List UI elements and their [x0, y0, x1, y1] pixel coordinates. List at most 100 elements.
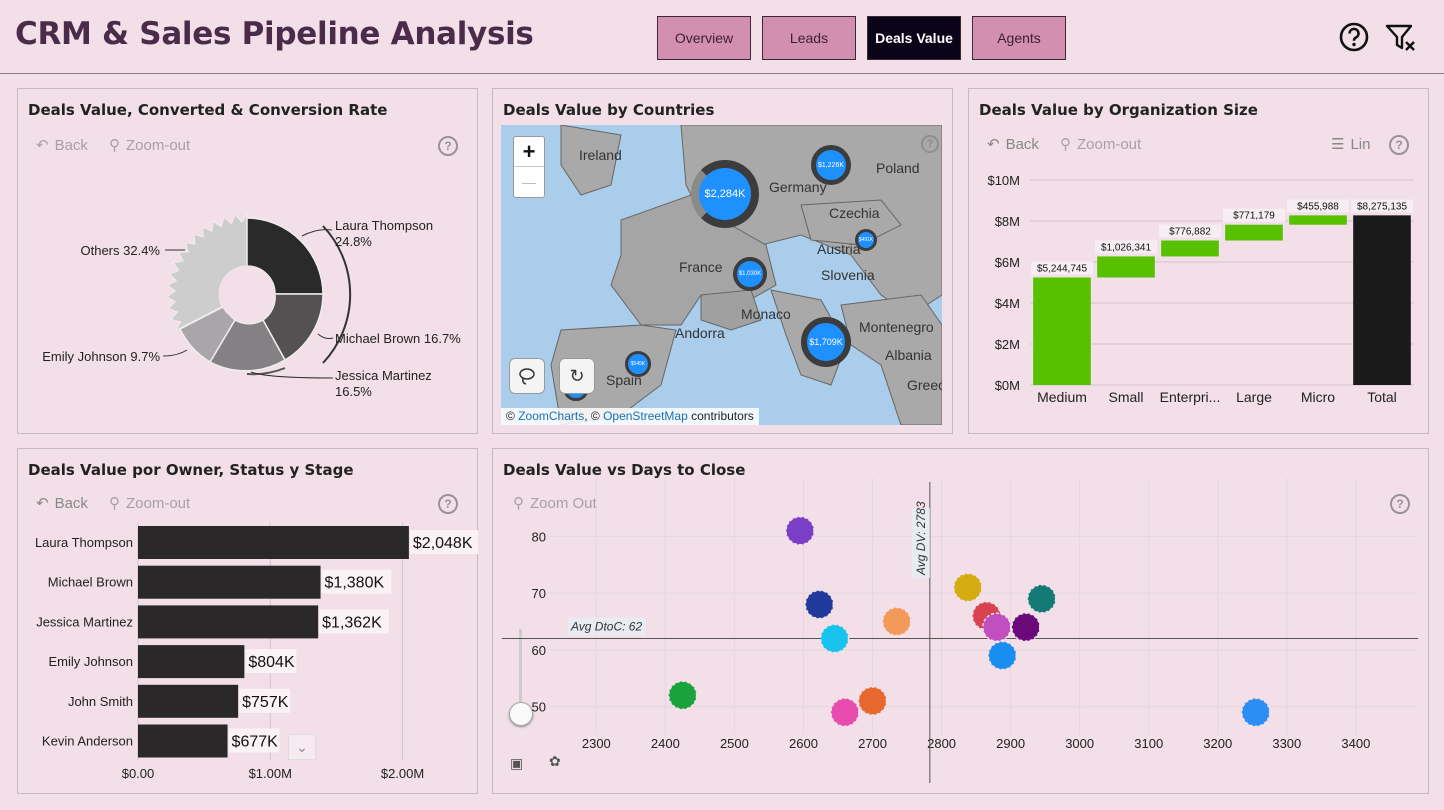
scale-toggle-button[interactable]: ☰ Lin: [1331, 135, 1371, 154]
bar-value-label: $8,275,135: [1357, 201, 1407, 212]
scatter-point[interactable]: [819, 623, 850, 654]
country-label: Monaco: [741, 306, 791, 322]
avg-x-label-group: Avg DV: 2783: [911, 501, 930, 578]
y-tick-label: $6M: [995, 255, 1020, 270]
map-bubble[interactable]: $1,030K: [733, 257, 767, 291]
zoom-out-button[interactable]: ⚲ Zoom-out: [109, 494, 191, 513]
x-tick-label: 2600: [789, 736, 818, 751]
x-tick-label: 3000: [1065, 736, 1094, 751]
bar-value-label: $5,244,745: [1037, 263, 1087, 274]
scatter-point[interactable]: [881, 606, 912, 637]
scatter-point[interactable]: [857, 686, 888, 716]
map-bubble[interactable]: $491K: [855, 229, 877, 251]
lasso-icon[interactable]: ✿: [549, 753, 561, 769]
map-bubble[interactable]: $1,709K: [801, 317, 851, 367]
x-tick-label: Large: [1236, 389, 1272, 405]
waterfall-chart: $0M $2M $4M $6M $8M $10M $5,244,745 Medium $1,02…: [987, 173, 1414, 405]
donut-chart: Laura Thompson 24.8% Michael Brown 16.7%…: [42, 212, 461, 399]
scatter-point[interactable]: [1240, 697, 1271, 728]
scatter-point[interactable]: [1011, 612, 1041, 642]
tab-leads[interactable]: Leads: [762, 16, 856, 60]
scatter-point[interactable]: [987, 640, 1018, 671]
map-canvas[interactable]: Ireland Germany Poland Czechia France Au…: [501, 125, 942, 425]
owner-bar: [138, 724, 228, 758]
map-zoom-out-button[interactable]: —: [522, 174, 536, 190]
x-tick-label: Enterpri...: [1160, 389, 1221, 405]
zoom-out-button[interactable]: ⚲ Zoom Out: [513, 494, 597, 513]
value-label-bg: [1159, 224, 1221, 238]
donut-label-laura-pct: 24.8%: [335, 234, 372, 249]
bar-category-label: Kevin Anderson: [42, 734, 133, 749]
back-button[interactable]: ↶ Back: [36, 136, 88, 155]
x-tick-label: 2400: [651, 736, 680, 751]
deals-value-donut-panel: Deals Value, Converted & Conversion Rate…: [17, 88, 478, 434]
zoom-out-icon: ⚲: [513, 495, 524, 512]
map-attribution: © ZoomCharts, © OpenStreetMap contributo…: [501, 408, 759, 425]
value-label-bg: [319, 609, 389, 634]
zoom-out-button[interactable]: ⚲ Zoom-out: [109, 136, 191, 155]
zoom-out-icon: ⚲: [109, 495, 120, 512]
help-icon[interactable]: ?: [1390, 494, 1410, 514]
avg-x-label-bg: [911, 508, 930, 578]
tab-deals-value[interactable]: Deals Value: [867, 16, 961, 60]
map-bubble[interactable]: $2,284K: [691, 160, 759, 228]
x-tick-label: 3100: [1134, 736, 1163, 751]
owner-bar: [138, 526, 409, 559]
scatter-point[interactable]: [953, 572, 983, 603]
tab-overview[interactable]: Overview: [657, 16, 751, 60]
country-label: Andorra: [675, 325, 725, 341]
help-icon[interactable]: ?: [1389, 135, 1409, 155]
owner-bar: [138, 565, 321, 599]
y-zoom-slider-track[interactable]: [519, 629, 522, 719]
value-label-bg: [239, 688, 291, 713]
lasso-button[interactable]: [509, 358, 545, 394]
y-tick-label: 80: [532, 529, 546, 544]
reset-button[interactable]: ↻: [559, 358, 595, 394]
page-title: CRM & Sales Pipeline Analysis: [15, 16, 534, 52]
x-tick-label: 2500: [720, 736, 749, 751]
gamepad-icon[interactable]: ▣: [510, 755, 524, 771]
map-zoom-in-button[interactable]: +: [514, 137, 544, 167]
help-circle-icon[interactable]: [1337, 20, 1371, 54]
y-tick-label: $4M: [995, 296, 1020, 311]
owner-bar: [138, 645, 245, 679]
owner-bar: [138, 684, 239, 718]
scroll-down-button[interactable]: ⌄: [288, 734, 316, 760]
country-label: France: [679, 259, 723, 275]
y-tick-label: 60: [532, 643, 546, 658]
x-tick-label: $0.00: [122, 766, 155, 781]
chevron-down-icon: ⌄: [296, 738, 308, 755]
scatter-point[interactable]: [982, 612, 1012, 642]
back-arrow-icon: ↶: [987, 136, 1000, 153]
y-zoom-slider-handle[interactable]: [509, 702, 533, 726]
tab-agents[interactable]: Agents: [972, 16, 1066, 60]
owner-bar: [138, 605, 319, 639]
scatter-chart: 2300 2400 2500 2600 2700 2800 2900 3000 3100 3200…: [502, 478, 1418, 783]
help-icon[interactable]: ?: [438, 136, 458, 156]
help-icon[interactable]: ?: [921, 135, 939, 153]
back-button[interactable]: ↶ Back: [987, 135, 1039, 154]
scatter-point[interactable]: [667, 680, 698, 711]
value-label-bg: [228, 728, 280, 753]
x-tick-label: 3300: [1272, 736, 1301, 751]
bar-value-label: $1,026,341: [1101, 242, 1151, 253]
scatter-point[interactable]: [785, 515, 815, 546]
map-bubble[interactable]: $545K: [625, 351, 651, 377]
scatter-point[interactable]: [830, 697, 860, 728]
map-bubble[interactable]: $1,226K: [811, 145, 851, 185]
country-label: Ireland: [579, 147, 622, 163]
back-button[interactable]: ↶ Back: [36, 494, 88, 513]
scatter-point[interactable]: [804, 589, 835, 620]
donut-label-jessica: Jessica Martinez: [335, 368, 432, 383]
zoomcharts-link[interactable]: ZoomCharts: [518, 409, 585, 423]
scatter-point[interactable]: [1026, 584, 1057, 614]
x-tick-label: Medium: [1037, 389, 1087, 405]
panel-title: Deals Value by Countries: [503, 101, 715, 119]
bar-category-label: Michael Brown: [48, 575, 133, 590]
help-icon[interactable]: ?: [438, 494, 458, 514]
zoom-out-icon: ⚲: [1060, 136, 1071, 153]
waterfall-bar: [1353, 215, 1411, 385]
zoom-out-button[interactable]: ⚲ Zoom-out: [1060, 135, 1142, 154]
clear-filter-icon[interactable]: [1384, 20, 1418, 54]
osm-link[interactable]: OpenStreetMap: [603, 409, 688, 423]
